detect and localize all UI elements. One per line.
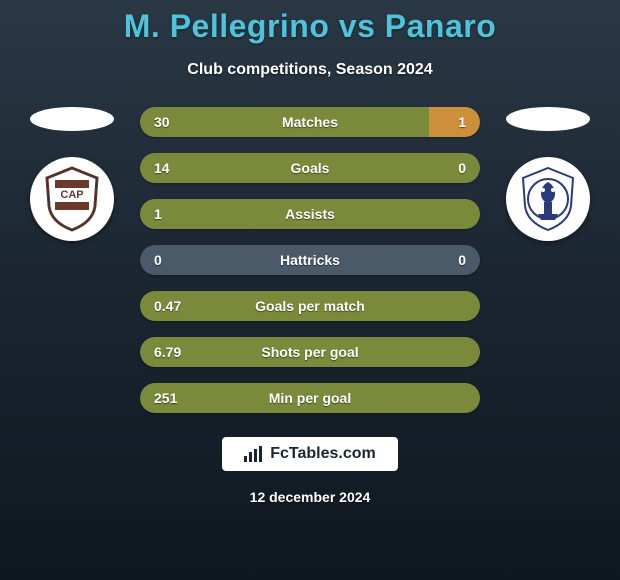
stat-row: 1 Assists <box>140 199 480 229</box>
stat-value-right: 1 <box>458 114 466 130</box>
stat-row: 6.79 Shots per goal <box>140 337 480 367</box>
stat-row: 0 0 Hattricks <box>140 245 480 275</box>
stat-label: Goals <box>291 160 330 176</box>
brand-label: FcTables.com <box>270 445 376 463</box>
stat-row: 30 1 Matches <box>140 107 480 137</box>
team-left-column: CAP <box>22 107 122 241</box>
flag-right-icon <box>506 107 590 131</box>
main-row: CAP 30 1 Matches 14 0 Goals 1 Assists 0 0 Hattrick… <box>0 107 620 413</box>
flag-left-icon <box>30 107 114 131</box>
stat-label: Assists <box>285 206 335 222</box>
date-label: 12 december 2024 <box>250 489 371 505</box>
crest-right-icon <box>506 157 590 241</box>
stat-value-left: 0.47 <box>154 298 181 314</box>
stat-label: Hattricks <box>280 252 340 268</box>
stat-value-right: 0 <box>458 160 466 176</box>
chart-icon <box>244 446 264 462</box>
stat-value-left: 30 <box>154 114 170 130</box>
stat-label: Matches <box>282 114 338 130</box>
stat-row: 0.47 Goals per match <box>140 291 480 321</box>
stats-list: 30 1 Matches 14 0 Goals 1 Assists 0 0 Hattricks 0.4… <box>140 107 480 413</box>
stat-value-left: 6.79 <box>154 344 181 360</box>
crest-left-icon: CAP <box>30 157 114 241</box>
stat-value-left: 0 <box>154 252 162 268</box>
page-subtitle: Club competitions, Season 2024 <box>187 61 432 79</box>
stat-value-left: 251 <box>154 390 177 406</box>
stat-label: Shots per goal <box>261 344 358 360</box>
team-right-column <box>498 107 598 241</box>
stat-value-left: 1 <box>154 206 162 222</box>
comparison-card: M. Pellegrino vs Panaro Club competition… <box>0 0 620 580</box>
svg-text:CAP: CAP <box>60 189 83 201</box>
stat-label: Min per goal <box>269 390 351 406</box>
stat-label: Goals per match <box>255 298 365 314</box>
stat-value-left: 14 <box>154 160 170 176</box>
stat-row: 251 Min per goal <box>140 383 480 413</box>
page-title: M. Pellegrino vs Panaro <box>124 8 497 45</box>
stat-value-right: 0 <box>458 252 466 268</box>
stat-row: 14 0 Goals <box>140 153 480 183</box>
brand-badge[interactable]: FcTables.com <box>222 437 398 471</box>
